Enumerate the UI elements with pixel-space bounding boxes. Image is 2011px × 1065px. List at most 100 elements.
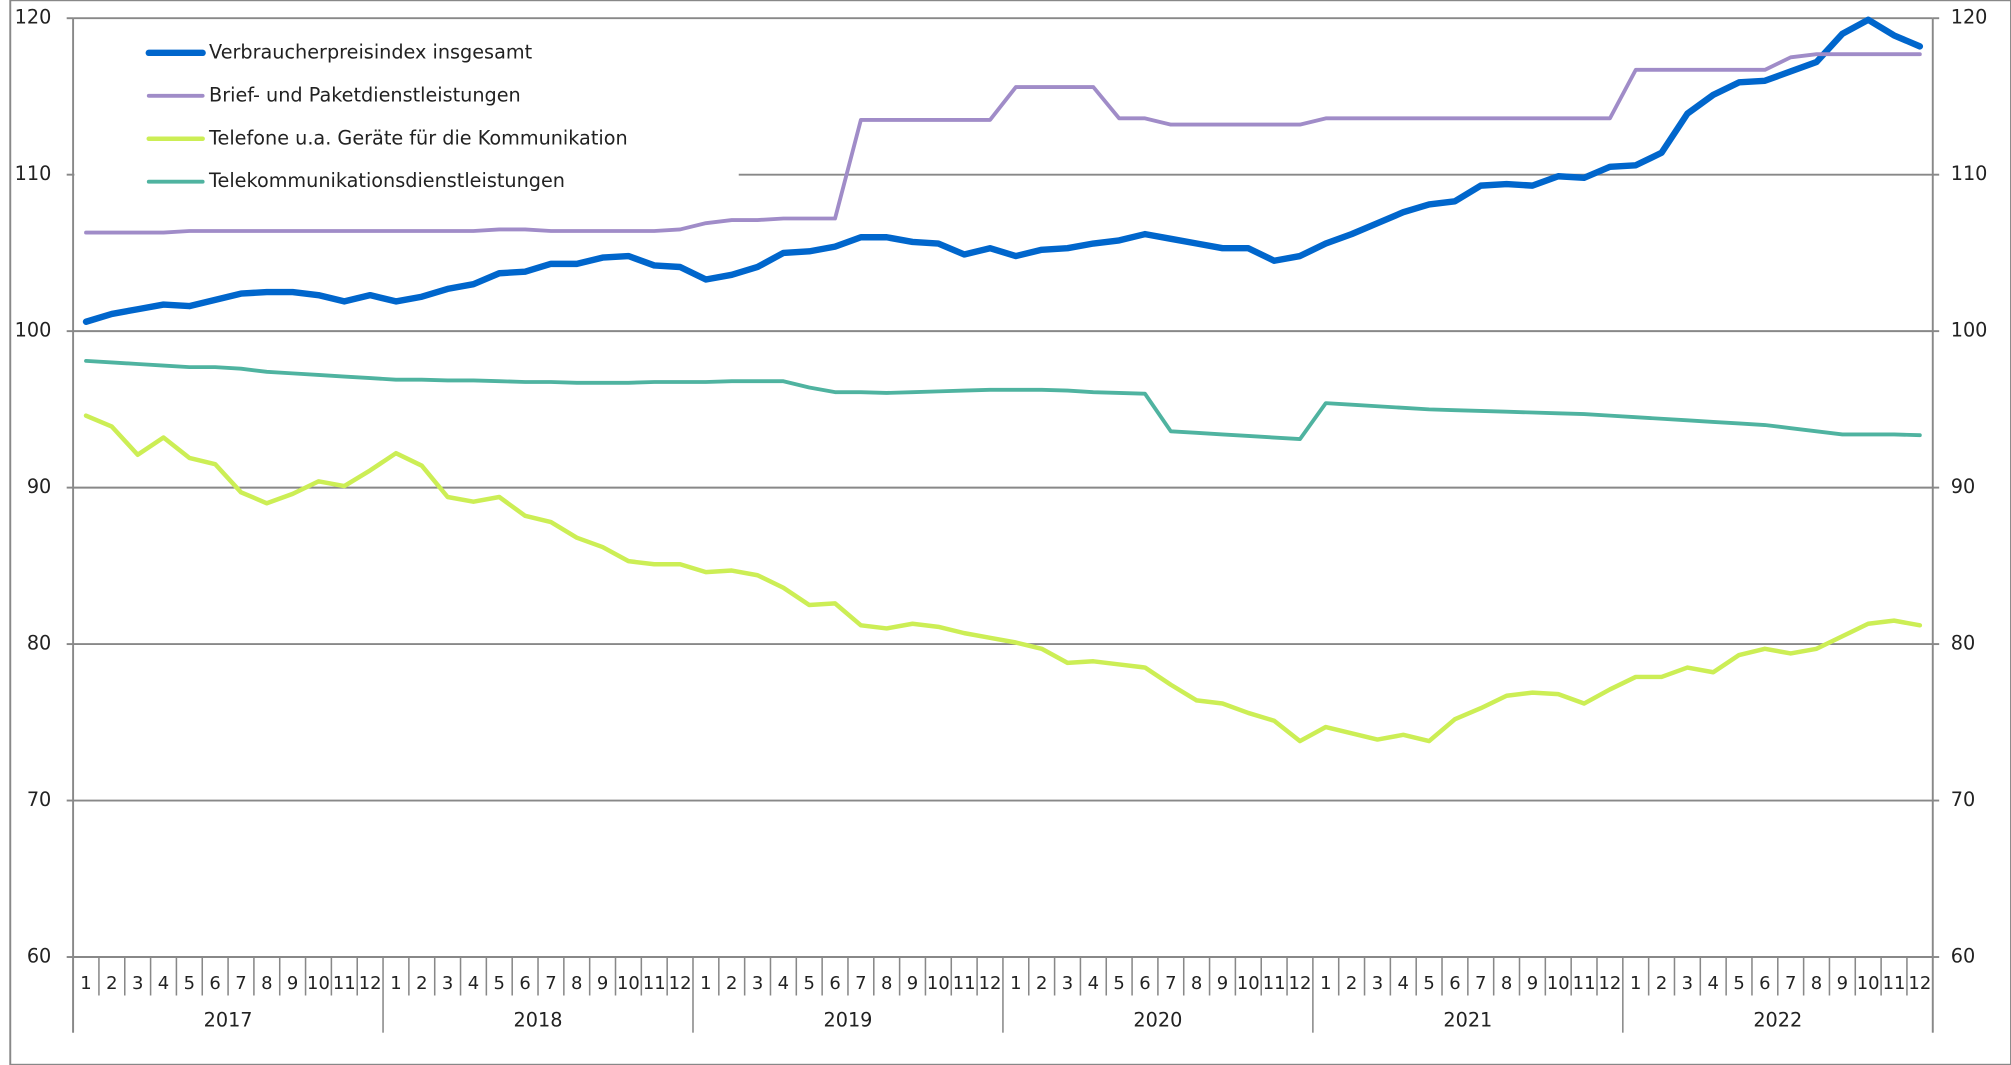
x-tick-label: 11 <box>1883 973 1906 994</box>
legend-label: Verbraucherpreisindex insgesamt <box>209 40 533 63</box>
y-tick-label: 120 <box>15 6 52 29</box>
x-tick-label: 6 <box>1759 973 1770 994</box>
year-label: 2017 <box>204 1009 253 1032</box>
y2-tick-label: 60 <box>1951 945 1975 968</box>
x-tick-label: 3 <box>1062 973 1073 994</box>
x-tick-label: 3 <box>752 973 763 994</box>
x-tick-label: 5 <box>184 973 195 994</box>
x-tick-label: 3 <box>132 973 143 994</box>
x-tick-label: 10 <box>1547 973 1570 994</box>
legend-label: Telekommunikationsdienstleistungen <box>208 169 565 192</box>
y2-tick-label: 90 <box>1951 475 1975 498</box>
x-tick-label: 1 <box>1010 973 1021 994</box>
x-tick-label: 2 <box>1036 973 1047 994</box>
y-tick-label: 110 <box>15 162 52 185</box>
x-tick-label: 7 <box>1165 973 1176 994</box>
x-tick-label: 11 <box>643 973 666 994</box>
x-tick-label: 2 <box>1656 973 1667 994</box>
year-label: 2020 <box>1133 1009 1182 1032</box>
x-tick-label: 10 <box>307 973 330 994</box>
x-tick-label: 2 <box>1346 973 1357 994</box>
year-label: 2018 <box>514 1009 563 1032</box>
year-label: 2021 <box>1443 1009 1492 1032</box>
series-line <box>84 358 1922 442</box>
x-tick-label: 10 <box>617 973 640 994</box>
series-line <box>82 16 1924 325</box>
x-tick-label: 11 <box>333 973 356 994</box>
x-tick-label: 7 <box>1785 973 1796 994</box>
x-tick-label: 11 <box>1573 973 1596 994</box>
x-tick-label: 1 <box>1630 973 1641 994</box>
x-tick-label: 11 <box>953 973 976 994</box>
x-tick-label: 3 <box>1682 973 1693 994</box>
x-tick-label: 10 <box>927 973 950 994</box>
x-tick-label: 6 <box>1449 973 1460 994</box>
series-line <box>84 52 1922 235</box>
x-tick-label: 5 <box>804 973 815 994</box>
x-tick-label: 9 <box>1527 973 1538 994</box>
x-tick-label: 6 <box>1139 973 1150 994</box>
x-tick-label: 12 <box>669 973 692 994</box>
x-tick-label: 5 <box>1113 973 1124 994</box>
x-tick-label: 12 <box>979 973 1002 994</box>
x-tick-label: 8 <box>1501 973 1512 994</box>
x-tick-label: 11 <box>1263 973 1286 994</box>
x-tick-label: 4 <box>158 973 169 994</box>
x-tick-label: 6 <box>829 973 840 994</box>
x-tick-label: 2 <box>106 973 117 994</box>
x-tick-label: 5 <box>1423 973 1434 994</box>
x-tick-label: 6 <box>209 973 220 994</box>
x-tick-label: 9 <box>1217 973 1228 994</box>
x-tick-label: 9 <box>597 973 608 994</box>
x-tick-label: 12 <box>1598 973 1621 994</box>
y-tick-label: 100 <box>15 319 52 342</box>
y2-tick-label: 70 <box>1951 788 1975 811</box>
x-tick-label: 1 <box>1320 973 1331 994</box>
x-tick-label: 8 <box>881 973 892 994</box>
y2-tick-label: 80 <box>1951 632 1975 655</box>
x-tick-label: 4 <box>1398 973 1409 994</box>
y-tick-label: 80 <box>27 632 51 655</box>
x-tick-label: 2 <box>416 973 427 994</box>
x-tick-label: 4 <box>1708 973 1719 994</box>
x-tick-label: 9 <box>907 973 918 994</box>
x-tick-label: 3 <box>442 973 453 994</box>
x-tick-label: 10 <box>1237 973 1260 994</box>
x-tick-label: 3 <box>1372 973 1383 994</box>
x-tick-label: 1 <box>700 973 711 994</box>
y-tick-label: 70 <box>27 788 51 811</box>
series-line <box>83 413 1923 744</box>
x-tick-label: 4 <box>468 973 479 994</box>
x-tick-label: 6 <box>519 973 530 994</box>
x-tick-label: 7 <box>1475 973 1486 994</box>
x-tick-label: 7 <box>545 973 556 994</box>
x-tick-label: 8 <box>261 973 272 994</box>
legend-label: Brief- und Paketdienstleistungen <box>209 83 521 106</box>
x-tick-label: 9 <box>287 973 298 994</box>
x-tick-label: 12 <box>1908 973 1931 994</box>
year-label: 2022 <box>1753 1009 1802 1032</box>
year-label: 2019 <box>824 1009 873 1032</box>
x-tick-label: 10 <box>1857 973 1880 994</box>
legend-label: Telefone u.a. Geräte für die Kommunikati… <box>208 126 628 149</box>
x-tick-label: 4 <box>1088 973 1099 994</box>
y2-tick-label: 120 <box>1951 6 1988 29</box>
y-tick-label: 90 <box>27 475 51 498</box>
x-tick-label: 1 <box>80 973 91 994</box>
x-tick-label: 2 <box>726 973 737 994</box>
x-tick-label: 7 <box>235 973 246 994</box>
x-tick-label: 8 <box>1811 973 1822 994</box>
x-tick-label: 1 <box>390 973 401 994</box>
y2-tick-label: 110 <box>1951 162 1988 185</box>
x-tick-label: 12 <box>359 973 382 994</box>
y2-tick-label: 100 <box>1951 319 1988 342</box>
y-tick-label: 60 <box>27 945 51 968</box>
x-tick-label: 4 <box>778 973 789 994</box>
x-tick-label: 9 <box>1837 973 1848 994</box>
x-tick-label: 5 <box>494 973 505 994</box>
x-tick-label: 8 <box>571 973 582 994</box>
x-tick-label: 5 <box>1733 973 1744 994</box>
x-tick-label: 7 <box>855 973 866 994</box>
